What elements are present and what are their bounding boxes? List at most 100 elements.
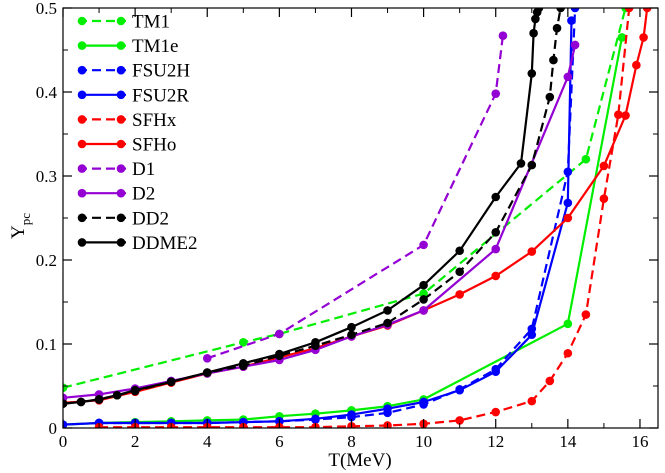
y-tick-label: 0.2 — [36, 251, 57, 270]
data-point-ddme2 — [112, 390, 122, 400]
legend-marker — [77, 164, 87, 173]
series-line-fsu2r — [63, 20, 573, 426]
data-point-dd2 — [455, 267, 464, 277]
data-point-tm1e — [617, 33, 627, 42]
legend-item-dd2: DD2 — [77, 208, 169, 229]
y-tick-label: 0 — [49, 419, 58, 438]
data-point-fsu2r — [383, 404, 392, 413]
data-point-dd2 — [491, 227, 501, 237]
legend-marker — [77, 16, 87, 26]
data-point-ddme2 — [347, 322, 356, 332]
data-point-sfho — [642, 8, 652, 13]
legend-marker — [116, 139, 126, 149]
legend-item-fsu2h: FSU2H — [77, 61, 190, 82]
data-point-sfho — [455, 290, 464, 299]
data-point-tm1 — [239, 338, 248, 347]
data-point-sfhx — [527, 396, 537, 406]
series-d1 — [202, 31, 508, 363]
data-point-d1 — [498, 31, 508, 41]
data-point-d2 — [419, 306, 428, 315]
y-tick-label: 0.5 — [36, 0, 57, 18]
data-point-d2 — [491, 244, 501, 254]
svg-text:Ypc: Ypc — [8, 213, 33, 239]
data-point-fsu2h — [570, 8, 580, 13]
y-axis-label-sub: pc — [18, 213, 33, 226]
legend-item-tm1e: TM1e — [77, 36, 178, 57]
legend-marker — [116, 188, 126, 198]
data-point-sfho — [527, 247, 537, 256]
legend-label: DDME2 — [132, 233, 197, 254]
data-point-ddme2 — [130, 385, 140, 395]
series-line-tm1 — [63, 8, 627, 389]
legend-marker — [77, 213, 87, 223]
data-point-sfhx — [614, 110, 623, 119]
x-tick-label: 12 — [487, 432, 504, 451]
x-tick-label: 14 — [559, 432, 577, 451]
data-point-d1 — [419, 240, 428, 250]
legend-item-d1: D1 — [77, 159, 155, 180]
legend-marker — [77, 238, 87, 247]
x-tick-label: 4 — [203, 432, 212, 451]
data-point-dd2 — [419, 295, 428, 304]
legend-label: FSU2R — [132, 85, 189, 106]
data-point-sfhx — [545, 376, 555, 386]
legend-item-sfhx: SFHx — [77, 110, 177, 131]
data-point-sfho — [639, 33, 648, 42]
data-point-tm1 — [419, 289, 428, 298]
y-tick-label: 0.4 — [36, 83, 58, 102]
legend-marker — [77, 139, 87, 149]
legend-marker — [116, 115, 126, 124]
data-point-sfho — [491, 271, 501, 281]
data-point-fsu2r — [311, 414, 320, 424]
legend-label: TM1 — [132, 12, 170, 33]
legend-marker — [116, 213, 126, 223]
data-point-dd2 — [347, 330, 356, 340]
series-line-d1 — [206, 35, 504, 360]
legend-item-ddme2: DDME2 — [77, 233, 197, 254]
data-point-dd2 — [552, 23, 562, 33]
data-point-d1 — [491, 89, 501, 98]
legend-marker — [77, 65, 87, 75]
series-ddme2 — [63, 8, 544, 408]
data-point-sfho — [632, 60, 641, 70]
legend-marker — [77, 41, 87, 50]
data-point-ddme2 — [76, 397, 86, 407]
legend-marker — [77, 90, 87, 100]
data-point-dd2 — [383, 318, 392, 328]
data-point-tm1 — [581, 154, 591, 164]
data-point-fsu2r — [347, 410, 356, 419]
x-tick-label: 10 — [415, 432, 432, 451]
legend-marker — [116, 238, 126, 247]
data-point-ddme2 — [491, 192, 501, 202]
legend-item-tm1: TM1 — [77, 12, 170, 33]
data-point-ddme2 — [202, 368, 212, 377]
data-point-ddme2 — [534, 8, 544, 13]
data-point-ddme2 — [531, 14, 540, 24]
data-point-sfhx — [599, 194, 609, 203]
legend-marker — [116, 90, 126, 100]
data-point-dd2 — [556, 8, 565, 13]
data-point-fsu2r — [63, 420, 68, 428]
legend-label: D1 — [132, 159, 155, 180]
x-axis-label: T(MeV) — [328, 450, 391, 471]
data-point-ddme2 — [166, 377, 176, 387]
data-point-ddme2 — [383, 306, 392, 315]
data-point-fsu2r — [491, 367, 501, 377]
legend: TM1 TM1e FSU2H FSU2R SFHx SFHo D1 D2 DD2 DDME2 — [77, 12, 197, 254]
data-point-ddme2 — [275, 349, 284, 359]
data-point-tm1e — [563, 319, 573, 329]
data-point-fsu2r — [455, 385, 464, 395]
y-axis-label: Ypc — [8, 213, 33, 239]
data-point-sfhx — [455, 416, 464, 425]
data-point-ddme2 — [529, 28, 538, 38]
x-tick-label: 2 — [131, 432, 140, 451]
data-point-ddme2 — [527, 69, 537, 78]
x-tick-label: 6 — [275, 432, 284, 451]
legend-marker — [116, 65, 126, 75]
data-point-sfhx — [563, 348, 573, 358]
legend-label: FSU2H — [132, 61, 190, 82]
data-point-d2 — [570, 40, 580, 50]
data-point-sfho — [599, 161, 609, 171]
y-tick-label: 0.1 — [36, 335, 57, 354]
